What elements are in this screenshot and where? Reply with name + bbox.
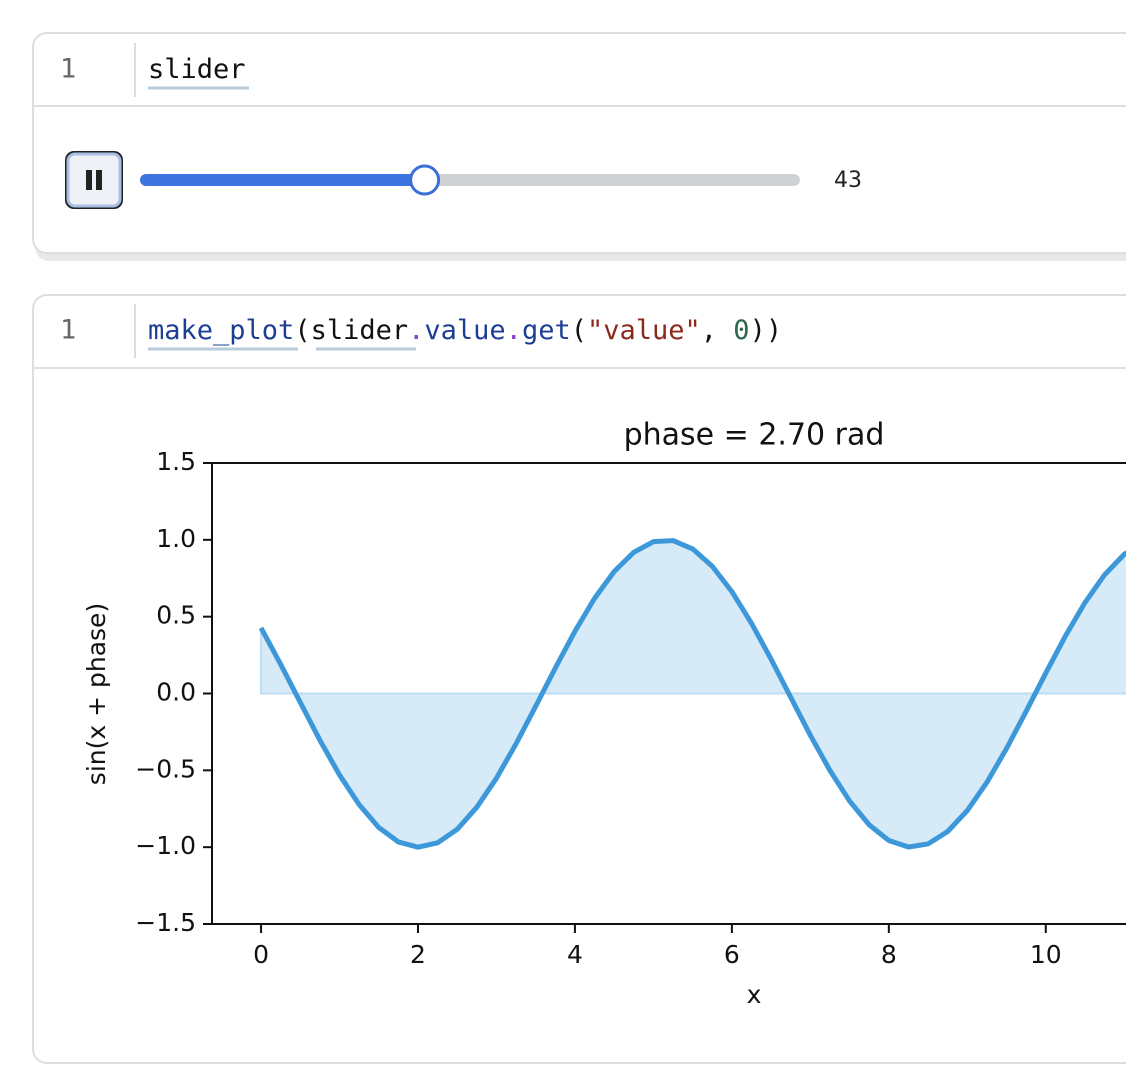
x-tick-label: 0 (253, 940, 269, 969)
code-token: )) (750, 315, 783, 346)
x-tick-label: 8 (881, 940, 897, 969)
y-tick-label: 0.5 (156, 601, 196, 630)
code-token: make_plot (148, 315, 294, 346)
slider-value: 43 (834, 168, 862, 193)
code-token: . (506, 315, 522, 346)
cell (32, 32, 1126, 254)
code-token: slider (311, 315, 409, 346)
x-tick-label: 6 (724, 940, 740, 969)
x-tick-label: 4 (567, 940, 583, 969)
code-token: . (408, 315, 424, 346)
code-token: get (522, 315, 571, 346)
x-tick-label: 2 (410, 940, 426, 969)
x-tick-label: 10 (1030, 940, 1062, 969)
pause-bar (96, 170, 102, 190)
chart-title: phase = 2.70 rad (624, 418, 885, 453)
play-button[interactable] (65, 151, 123, 209)
code-token: ( (294, 315, 310, 346)
y-axis-label: sin(x + phase) (82, 603, 111, 785)
button-face (66, 152, 122, 208)
y-tick-label: −0.5 (135, 754, 196, 783)
code-token: , (701, 315, 734, 346)
slider[interactable] (140, 164, 800, 196)
y-tick-label: −1.0 (135, 831, 196, 860)
code-token: ( (571, 315, 587, 346)
y-tick-label: 0.0 (156, 678, 196, 707)
y-tick-label: 1.0 (156, 524, 196, 553)
code-line: make_plot(slider.value.get("value", 0)) (148, 315, 782, 346)
line-number: 1 (60, 315, 76, 346)
code-token: value (424, 315, 505, 346)
y-tick-label: −1.5 (135, 908, 196, 937)
code-line: slider (148, 54, 246, 85)
chart: phase = 2.70 rad x sin(x + phase) −1.5 −1… (82, 418, 1126, 1009)
pause-bar (86, 170, 92, 190)
code-token: "value" (587, 315, 701, 346)
code-token: 0 (733, 315, 749, 346)
line-number: 1 (60, 54, 76, 85)
x-axis-label: x (747, 980, 762, 1009)
slider-thumb[interactable] (409, 164, 441, 196)
code-token: slider (148, 54, 246, 85)
line (258, 538, 1126, 850)
y-tick-label: 1.5 (156, 447, 196, 476)
